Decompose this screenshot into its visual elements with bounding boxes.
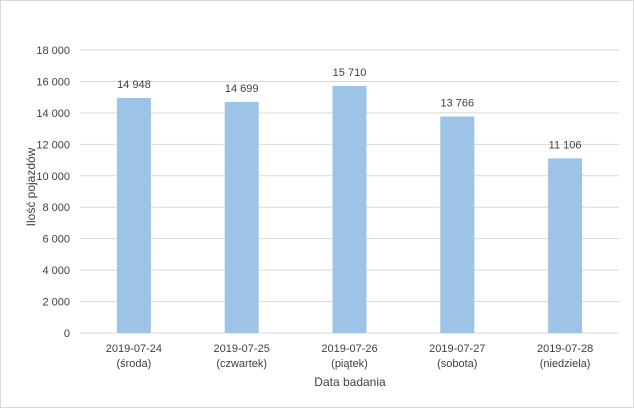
data-label: 11 106 <box>549 139 582 151</box>
data-label: 13 766 <box>440 98 474 110</box>
data-label: 15 710 <box>333 67 367 79</box>
y-tick-label: 2 000 <box>42 297 70 309</box>
y-tick-label: 16 000 <box>36 76 70 88</box>
data-label: 14 699 <box>225 83 259 95</box>
x-tick-label-date: 2019-07-28 <box>537 343 593 355</box>
y-tick-label: 18 000 <box>36 45 70 57</box>
bar <box>332 86 367 333</box>
bar <box>224 101 259 334</box>
x-axis-tick-labels: 2019-07-24 (środa) 2019-07-25 (czwartek) 201… <box>106 343 593 370</box>
data-labels: 14 948 14 699 15 710 13 766 11 106 <box>117 67 581 151</box>
y-tick-label: 4 000 <box>42 265 70 277</box>
data-label: 14 948 <box>117 79 151 91</box>
x-tick-label-date: 2019-07-25 <box>214 343 270 355</box>
y-tick-label: 0 <box>64 328 70 340</box>
x-tick-label-day: (sobota) <box>437 358 477 370</box>
y-axis-tick-labels: 0 2 000 4 000 6 000 8 000 10 000 12 000 14 000 1… <box>36 45 70 340</box>
y-tick-label: 12 000 <box>36 139 70 151</box>
bar <box>548 158 583 333</box>
x-tick-label-day: (piątek) <box>331 358 368 370</box>
bars <box>116 86 583 334</box>
y-tick-label: 14 000 <box>36 108 70 120</box>
x-axis-title: Data badania <box>314 375 386 389</box>
x-tick-label-day: (czwartek) <box>216 358 267 370</box>
bar <box>440 116 475 333</box>
x-tick-label-date: 2019-07-24 <box>106 343 162 355</box>
y-axis-title: Ilość pojazdów <box>24 147 38 226</box>
x-tick-label-day: (środa) <box>116 358 151 370</box>
y-tick-label: 8 000 <box>42 202 70 214</box>
x-tick-label-day: (niedziela) <box>540 358 591 370</box>
bar <box>116 97 151 333</box>
y-tick-label: 10 000 <box>36 171 70 183</box>
x-tick-label-date: 2019-07-27 <box>429 343 485 355</box>
x-tick-label-date: 2019-07-26 <box>321 343 377 355</box>
y-tick-label: 6 000 <box>42 234 70 246</box>
